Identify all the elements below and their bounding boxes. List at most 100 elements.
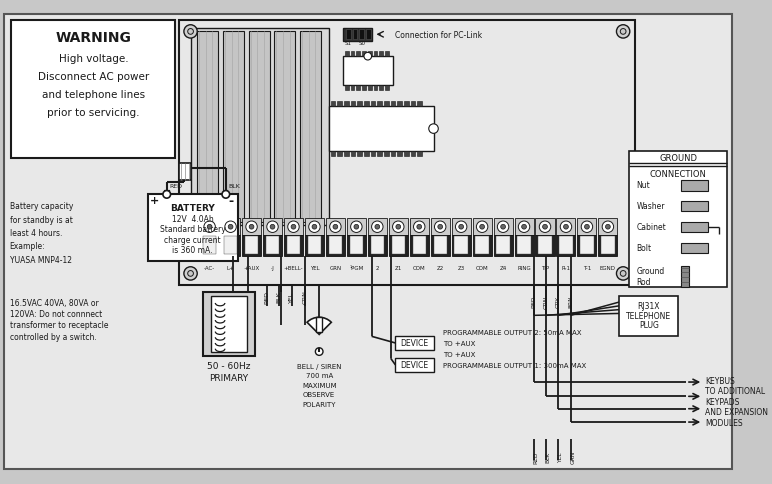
Text: charge current: charge current <box>164 235 221 244</box>
Bar <box>538 237 552 255</box>
Text: RED: RED <box>264 290 269 303</box>
Bar <box>391 237 405 255</box>
Bar <box>493 236 513 257</box>
Bar <box>379 52 383 57</box>
Circle shape <box>479 225 485 229</box>
Bar <box>203 237 216 255</box>
Bar <box>344 152 349 157</box>
Text: RED: RED <box>170 184 183 189</box>
Bar <box>601 237 615 255</box>
Bar <box>359 30 364 40</box>
Circle shape <box>207 225 212 229</box>
Bar <box>577 219 597 236</box>
Circle shape <box>428 124 438 134</box>
Text: GRN: GRN <box>303 290 307 303</box>
Bar <box>286 237 300 255</box>
Circle shape <box>188 271 194 277</box>
Text: RED: RED <box>533 450 538 463</box>
Bar <box>344 102 349 106</box>
Text: -: - <box>229 194 233 207</box>
Text: Z3: Z3 <box>458 266 465 271</box>
Text: Standard battery: Standard battery <box>160 225 225 234</box>
Text: ¹PGM: ¹PGM <box>349 266 364 271</box>
Bar <box>410 236 428 257</box>
Bar <box>223 32 244 223</box>
Text: CONNECTION: CONNECTION <box>650 169 707 179</box>
Bar <box>326 236 345 257</box>
Bar <box>284 236 303 257</box>
Bar <box>300 32 321 223</box>
Text: least 4 hours.: least 4 hours. <box>9 228 62 238</box>
Text: KEYPADS: KEYPADS <box>705 397 740 406</box>
Text: Battery capacity: Battery capacity <box>9 202 73 211</box>
Circle shape <box>584 225 589 229</box>
Bar <box>404 102 408 106</box>
Text: Connection for PC-Link: Connection for PC-Link <box>394 30 482 40</box>
Bar <box>398 152 402 157</box>
Circle shape <box>270 225 275 229</box>
Text: GRN: GRN <box>543 295 548 308</box>
Circle shape <box>476 222 488 233</box>
Circle shape <box>564 225 568 229</box>
Text: BLK: BLK <box>545 451 550 462</box>
Bar <box>391 152 395 157</box>
Bar <box>374 86 378 91</box>
Text: BELL / SIREN: BELL / SIREN <box>297 363 341 369</box>
Text: 700 mA: 700 mA <box>306 373 333 378</box>
Circle shape <box>417 225 422 229</box>
Bar <box>200 219 219 236</box>
Bar <box>366 30 371 40</box>
Text: TO +AUX: TO +AUX <box>443 340 476 346</box>
Text: for standby is at: for standby is at <box>9 215 73 224</box>
Text: GRN: GRN <box>330 266 341 271</box>
Text: BLK: BLK <box>229 184 241 189</box>
Bar <box>367 86 371 91</box>
Text: -AC-: -AC- <box>204 266 215 271</box>
Circle shape <box>163 191 171 199</box>
Bar <box>346 30 350 40</box>
Bar <box>221 236 240 257</box>
Text: controlled by a switch.: controlled by a switch. <box>9 332 96 341</box>
Bar <box>147 195 239 261</box>
Bar <box>681 181 708 191</box>
Bar <box>305 219 324 236</box>
Text: YEL: YEL <box>289 291 294 302</box>
Bar <box>308 237 321 255</box>
Circle shape <box>543 225 547 229</box>
Bar <box>305 236 324 257</box>
Text: and telephone lines: and telephone lines <box>42 90 145 100</box>
Circle shape <box>204 222 215 233</box>
Text: OBSERVE: OBSERVE <box>303 392 335 397</box>
Text: +AUX: +AUX <box>243 266 259 271</box>
Bar <box>384 152 389 157</box>
Bar <box>197 32 218 223</box>
Text: YEL: YEL <box>310 266 320 271</box>
Circle shape <box>222 191 229 199</box>
Bar <box>431 236 450 257</box>
Bar <box>179 164 191 181</box>
Bar <box>179 21 635 285</box>
Bar <box>431 219 450 236</box>
Circle shape <box>497 222 509 233</box>
Text: S0: S0 <box>358 41 365 46</box>
Text: AND EXPANSION: AND EXPANSION <box>705 407 768 416</box>
Text: BLK: BLK <box>276 291 282 302</box>
Text: RING: RING <box>517 266 531 271</box>
Bar <box>357 152 362 157</box>
Bar <box>345 52 349 57</box>
Bar <box>242 219 261 236</box>
Text: S1: S1 <box>345 41 352 46</box>
Bar <box>371 152 375 157</box>
Bar <box>284 219 303 236</box>
Text: BATTERY: BATTERY <box>170 204 215 213</box>
Bar <box>577 236 597 257</box>
Text: prior to servicing.: prior to servicing. <box>47 108 140 118</box>
Bar <box>581 237 594 255</box>
Circle shape <box>617 26 630 39</box>
Text: GRN: GRN <box>571 450 575 463</box>
Bar <box>629 152 727 287</box>
Circle shape <box>291 225 296 229</box>
Text: PLUG: PLUG <box>639 321 659 330</box>
Text: Cabinet: Cabinet <box>636 223 666 232</box>
Wedge shape <box>307 318 331 335</box>
